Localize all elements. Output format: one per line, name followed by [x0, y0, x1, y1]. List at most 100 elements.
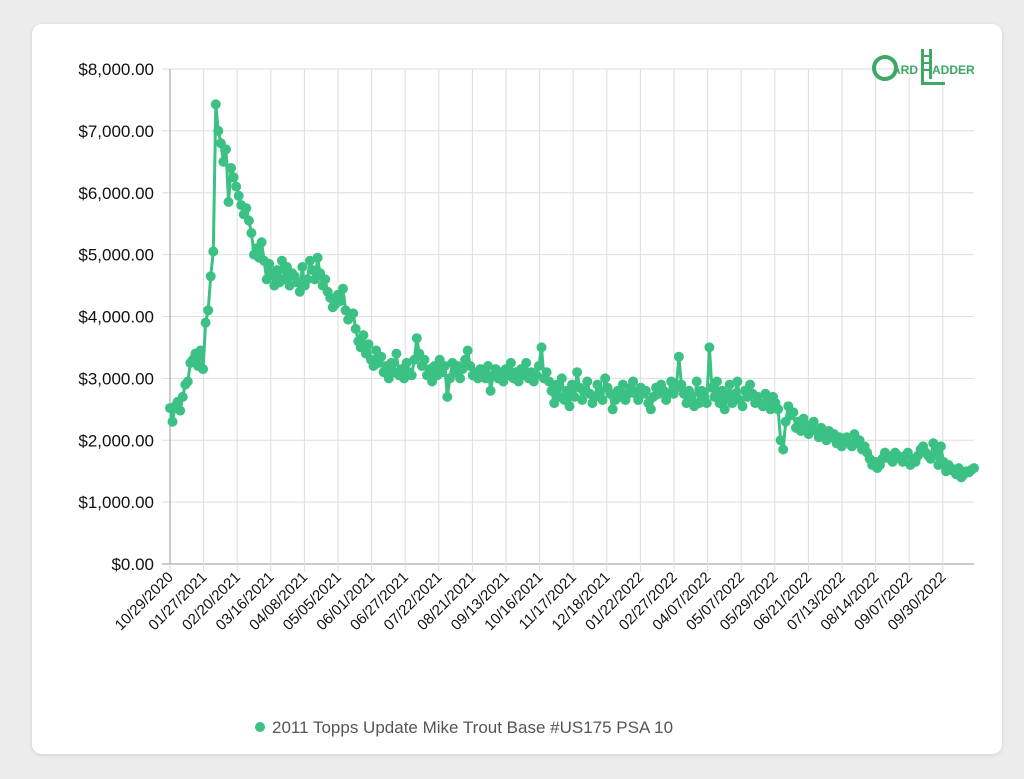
logo-ard-text: ARD	[892, 63, 918, 77]
data-point[interactable]	[719, 404, 730, 415]
data-point[interactable]	[439, 361, 450, 371]
data-point[interactable]	[724, 379, 735, 390]
data-point[interactable]	[195, 345, 206, 356]
data-point[interactable]	[221, 144, 231, 155]
data-point[interactable]	[485, 385, 496, 396]
data-point[interactable]	[773, 404, 784, 415]
data-point[interactable]	[233, 190, 244, 201]
data-point[interactable]	[411, 333, 422, 344]
data-point[interactable]	[271, 265, 282, 276]
data-point[interactable]	[712, 376, 722, 387]
data-point[interactable]	[595, 385, 605, 396]
data-point[interactable]	[556, 373, 567, 384]
data-point[interactable]	[778, 444, 789, 455]
data-point[interactable]	[808, 416, 819, 427]
data-point[interactable]	[686, 391, 697, 402]
data-point[interactable]	[645, 404, 656, 415]
data-point[interactable]	[727, 398, 738, 409]
data-point[interactable]	[231, 181, 242, 192]
data-point[interactable]	[628, 376, 639, 387]
data-point[interactable]	[775, 435, 786, 446]
data-point[interactable]	[419, 354, 430, 365]
data-point[interactable]	[600, 373, 611, 384]
data-point[interactable]	[304, 255, 315, 266]
data-point[interactable]	[597, 395, 608, 405]
data-point[interactable]	[182, 376, 193, 387]
data-point[interactable]	[386, 357, 397, 368]
data-point[interactable]	[297, 262, 308, 272]
data-point[interactable]	[505, 357, 516, 368]
data-point[interactable]	[167, 416, 178, 427]
data-point[interactable]	[210, 99, 221, 110]
data-point[interactable]	[228, 172, 239, 183]
data-point[interactable]	[676, 379, 687, 390]
data-point[interactable]	[480, 373, 491, 384]
data-point[interactable]	[455, 373, 466, 384]
data-point[interactable]	[462, 345, 473, 356]
data-point[interactable]	[701, 398, 712, 409]
data-point[interactable]	[264, 258, 275, 269]
data-point[interactable]	[617, 379, 628, 390]
data-point[interactable]	[205, 271, 216, 282]
data-point[interactable]	[745, 379, 756, 390]
data-point[interactable]	[243, 215, 254, 226]
data-point[interactable]	[292, 277, 303, 288]
data-point[interactable]	[198, 364, 209, 375]
data-point[interactable]	[348, 308, 359, 319]
data-point[interactable]	[406, 370, 417, 381]
data-point[interactable]	[246, 228, 257, 238]
data-point[interactable]	[457, 364, 468, 375]
data-point[interactable]	[256, 237, 267, 248]
data-point[interactable]	[175, 405, 186, 416]
data-point[interactable]	[208, 246, 219, 257]
data-point[interactable]	[577, 395, 588, 405]
data-point[interactable]	[673, 351, 684, 362]
data-point[interactable]	[284, 280, 295, 291]
data-point[interactable]	[338, 283, 348, 294]
data-point[interactable]	[350, 323, 361, 334]
data-point[interactable]	[223, 197, 234, 207]
data-point[interactable]	[582, 376, 593, 387]
data-point[interactable]	[226, 163, 237, 173]
data-point[interactable]	[536, 342, 547, 353]
data-point[interactable]	[307, 265, 318, 276]
data-point[interactable]	[533, 361, 544, 371]
data-point[interactable]	[203, 305, 214, 316]
data-point[interactable]	[391, 348, 402, 359]
data-point[interactable]	[732, 376, 743, 387]
data-point[interactable]	[376, 351, 387, 362]
y-tick-label: $2,000.00	[78, 431, 154, 450]
data-point[interactable]	[928, 438, 939, 449]
data-point[interactable]	[320, 274, 331, 285]
data-point[interactable]	[218, 156, 229, 167]
data-point[interactable]	[969, 463, 979, 474]
data-point[interactable]	[704, 342, 715, 353]
data-point[interactable]	[442, 391, 453, 402]
data-point[interactable]	[737, 401, 748, 412]
data-point[interactable]	[302, 274, 313, 285]
data-point[interactable]	[607, 404, 618, 415]
data-point[interactable]	[401, 357, 412, 368]
data-point[interactable]	[569, 391, 580, 402]
data-point[interactable]	[177, 391, 188, 402]
data-point[interactable]	[567, 379, 577, 390]
data-point[interactable]	[241, 203, 252, 214]
data-point[interactable]	[544, 376, 555, 387]
data-point[interactable]	[691, 376, 702, 387]
data-point[interactable]	[213, 125, 224, 136]
data-point[interactable]	[541, 367, 552, 378]
legend[interactable]: 2011 Topps Update Mike Trout Base #US175…	[255, 718, 673, 737]
data-point[interactable]	[572, 367, 583, 378]
data-point[interactable]	[358, 330, 369, 341]
data-point[interactable]	[531, 370, 542, 381]
data-point[interactable]	[312, 252, 323, 263]
data-point[interactable]	[200, 317, 211, 328]
data-point[interactable]	[788, 407, 799, 418]
data-point[interactable]	[935, 441, 946, 452]
data-point[interactable]	[564, 401, 575, 412]
data-point[interactable]	[521, 357, 532, 368]
data-point[interactable]	[363, 339, 374, 350]
data-point[interactable]	[483, 361, 493, 371]
data-point[interactable]	[640, 385, 651, 396]
data-point[interactable]	[335, 296, 346, 306]
